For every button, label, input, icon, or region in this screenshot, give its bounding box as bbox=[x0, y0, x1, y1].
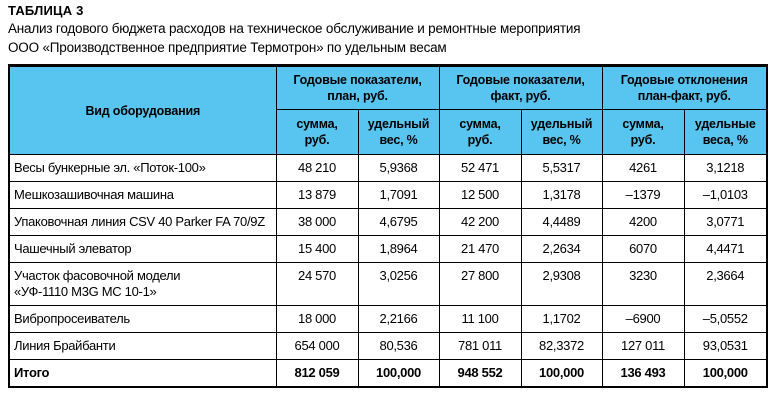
value-cell: 4,4489 bbox=[520, 208, 603, 236]
value-cell: 136 493 bbox=[601, 359, 685, 388]
header-group-deviation: Годовые отклонения план-факт, руб. bbox=[601, 65, 768, 110]
value-cell: 100,000 bbox=[520, 359, 603, 388]
value-cell: 1,8964 bbox=[357, 235, 440, 263]
value-cell: 1,7091 bbox=[357, 181, 440, 209]
value-cell: 15 400 bbox=[275, 235, 359, 263]
table-row: Мешкозашивочная машина 13 879 1,7091 12 … bbox=[8, 181, 768, 209]
value-cell: 654 000 bbox=[275, 332, 359, 360]
value-cell: 4261 bbox=[601, 154, 685, 182]
value-cell: 48 210 bbox=[275, 154, 359, 182]
value-cell: 3,0256 bbox=[357, 262, 440, 306]
value-cell: 52 471 bbox=[438, 154, 522, 182]
value-cell: 127 011 bbox=[601, 332, 685, 360]
equipment-name-cell: Мешкозашивочная машина bbox=[8, 181, 277, 209]
value-cell: 3230 bbox=[601, 262, 685, 306]
header-plan-weight: удельный вес, % bbox=[357, 109, 440, 155]
table-row: Линия Брайбанти 654 000 80,536 781 011 8… bbox=[8, 332, 768, 360]
table-row: Весы бункерные эл. «Поток-100» 48 210 5,… bbox=[8, 154, 768, 182]
value-cell: 2,2634 bbox=[520, 235, 603, 263]
table-header: Вид оборудования Годовые показатели, пла… bbox=[8, 65, 768, 155]
value-cell: 4,4471 bbox=[683, 235, 768, 263]
value-cell: 4200 bbox=[601, 208, 685, 236]
value-cell: 100,000 bbox=[683, 359, 768, 388]
header-group-fact: Годовые показатели, факт, руб. bbox=[438, 65, 603, 110]
value-cell: 11 100 bbox=[438, 305, 522, 333]
value-cell: 100,000 bbox=[357, 359, 440, 388]
value-cell: 2,3664 bbox=[683, 262, 768, 306]
value-cell: 42 200 bbox=[438, 208, 522, 236]
value-cell: 3,0771 bbox=[683, 208, 768, 236]
value-cell: 80,536 bbox=[357, 332, 440, 360]
equipment-name-cell: Участок фасовочной модели «УФ-1110 М3G М… bbox=[8, 262, 277, 306]
value-cell: 2,9308 bbox=[520, 262, 603, 306]
value-cell: 21 470 bbox=[438, 235, 522, 263]
value-cell: 12 500 bbox=[438, 181, 522, 209]
value-cell: 38 000 bbox=[275, 208, 359, 236]
table-body: Весы бункерные эл. «Поток-100» 48 210 5,… bbox=[8, 154, 768, 388]
table-caption-line2: ООО «Производственное предприятие Термот… bbox=[8, 40, 447, 55]
value-cell: 2,2166 bbox=[357, 305, 440, 333]
header-plan-sum: сумма, руб. bbox=[275, 109, 359, 155]
value-cell: 27 800 bbox=[438, 262, 522, 306]
header-deviation-weight: удельные веса, % bbox=[683, 109, 768, 155]
value-cell: 24 570 bbox=[275, 262, 359, 306]
value-cell: –1,0103 bbox=[683, 181, 768, 209]
value-cell: 4,6795 bbox=[357, 208, 440, 236]
table-row: Участок фасовочной модели «УФ-1110 М3G М… bbox=[8, 262, 768, 306]
header-deviation-sum: сумма, руб. bbox=[601, 109, 685, 155]
value-cell: 1,1702 bbox=[520, 305, 603, 333]
header-equipment-type: Вид оборудования bbox=[8, 65, 277, 155]
table-row-total: Итого 812 059 100,000 948 552 100,000 13… bbox=[8, 359, 768, 388]
value-cell: 812 059 bbox=[275, 359, 359, 388]
budget-analysis-table: Вид оборудования Годовые показатели, пла… bbox=[8, 64, 768, 388]
equipment-name-cell: Вибропросеиватель bbox=[8, 305, 277, 333]
equipment-name-cell: Линия Брайбанти bbox=[8, 332, 277, 360]
value-cell: 82,3372 bbox=[520, 332, 603, 360]
equipment-name-cell: Чашечный элеватор bbox=[8, 235, 277, 263]
value-cell: 3,1218 bbox=[683, 154, 768, 182]
value-cell: 13 879 bbox=[275, 181, 359, 209]
value-cell: –6900 bbox=[601, 305, 685, 333]
value-cell: 5,5317 bbox=[520, 154, 603, 182]
table-number-caption: ТАБЛИЦА 3 bbox=[8, 3, 84, 18]
value-cell: –1379 bbox=[601, 181, 685, 209]
table-caption-line1: Анализ годового бюджета расходов на техн… bbox=[8, 21, 581, 36]
value-cell: 1,3178 bbox=[520, 181, 603, 209]
value-cell: 93,0531 bbox=[683, 332, 768, 360]
header-group-plan: Годовые показатели, план, руб. bbox=[275, 65, 440, 110]
equipment-name-cell: Упаковочная линия CSV 40 Parker FA 70/9Z bbox=[8, 208, 277, 236]
table-row: Упаковочная линия CSV 40 Parker FA 70/9Z… bbox=[8, 208, 768, 236]
value-cell: 18 000 bbox=[275, 305, 359, 333]
value-cell: –5,0552 bbox=[683, 305, 768, 333]
table-row: Вибропросеиватель 18 000 2,2166 11 100 1… bbox=[8, 305, 768, 333]
header-fact-weight: удельный вес, % bbox=[520, 109, 603, 155]
document-page: ТАБЛИЦА 3 Анализ годового бюджета расход… bbox=[8, 3, 768, 388]
header-fact-sum: сумма, руб. bbox=[438, 109, 522, 155]
value-cell: 781 011 bbox=[438, 332, 522, 360]
table-row: Чашечный элеватор 15 400 1,8964 21 470 2… bbox=[8, 235, 768, 263]
value-cell: 5,9368 bbox=[357, 154, 440, 182]
value-cell: 948 552 bbox=[438, 359, 522, 388]
value-cell: 6070 bbox=[601, 235, 685, 263]
total-label-cell: Итого bbox=[8, 359, 277, 388]
equipment-name-cell: Весы бункерные эл. «Поток-100» bbox=[8, 154, 277, 182]
